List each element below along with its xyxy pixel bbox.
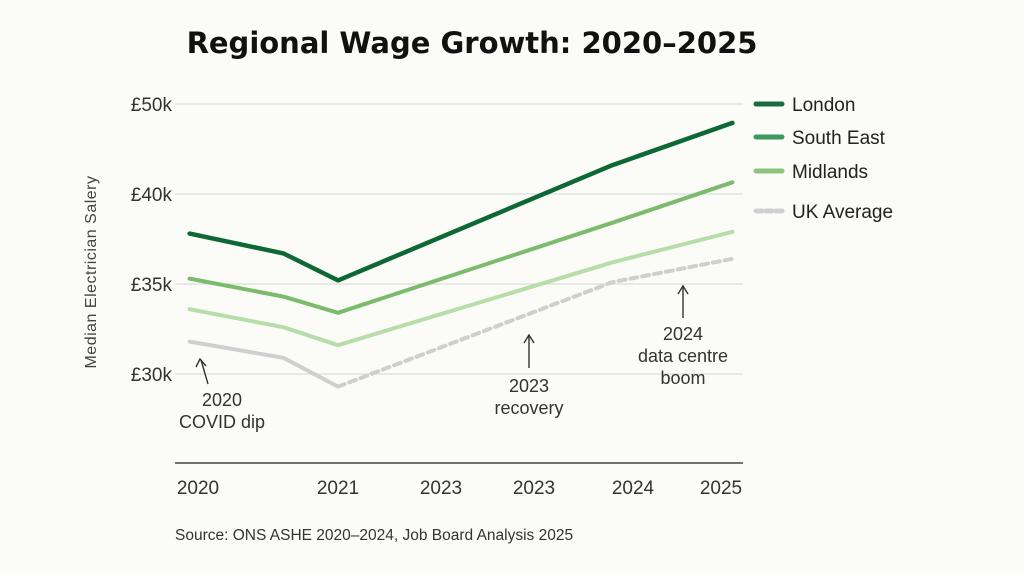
legend-label: London bbox=[792, 95, 855, 116]
series-line bbox=[187, 180, 735, 315]
arrowhead-icon bbox=[195, 357, 207, 368]
x-tick-label: 2023 bbox=[420, 478, 462, 499]
x-tick-label: 2021 bbox=[317, 478, 359, 499]
arrow-icon bbox=[200, 359, 209, 385]
source-note: Source: ONS ASHE 2020–2024, Job Board An… bbox=[175, 527, 573, 544]
series-uk-average bbox=[187, 256, 735, 389]
annotation-covid-dip: 2020 COVID dip bbox=[179, 357, 265, 432]
legend-label: Midlands bbox=[792, 162, 868, 183]
y-axis-label: Median Electrician Salery bbox=[83, 175, 100, 368]
x-tick-label: 2020 bbox=[177, 478, 219, 499]
series-line bbox=[187, 120, 735, 283]
legend-label: South East bbox=[792, 128, 886, 149]
annotation-line: 2023 bbox=[509, 376, 549, 396]
annotation-line: COVID dip bbox=[179, 412, 265, 432]
arrowhead-icon bbox=[677, 284, 689, 295]
annotation-line: 2024 bbox=[663, 324, 703, 344]
annotation-line: data centre bbox=[638, 346, 728, 366]
x-tick-label: 2024 bbox=[612, 478, 655, 499]
annotation-line: 2020 bbox=[202, 390, 242, 410]
legend-label: UK Average bbox=[792, 202, 893, 223]
series-midlands bbox=[187, 229, 735, 348]
legend-item: Midlands bbox=[753, 162, 868, 183]
legend-item: London bbox=[753, 95, 855, 116]
chart-title: Regional Wage Growth: 2020–2025 bbox=[187, 26, 758, 60]
annotation-line: boom bbox=[660, 368, 705, 388]
series-line-solid bbox=[187, 339, 340, 389]
arrowhead-icon bbox=[523, 333, 535, 344]
y-tick-label: £50k bbox=[131, 95, 173, 116]
annotation-line: recovery bbox=[494, 398, 563, 418]
series-london bbox=[187, 120, 735, 283]
legend-item: South East bbox=[753, 128, 886, 149]
annotation-recovery: 2023 recovery bbox=[494, 333, 564, 418]
x-tick-label: 2023 bbox=[513, 478, 555, 499]
y-tick-label: £40k bbox=[131, 185, 173, 206]
y-tick-label: £35k bbox=[131, 275, 173, 296]
x-tick-label: 2025 bbox=[700, 478, 742, 499]
series-south-east bbox=[187, 180, 735, 315]
annotation-data-centre-boom: 2024 data centre boom bbox=[638, 284, 728, 388]
y-tick-label: £30k bbox=[131, 365, 173, 386]
legend-item: UK Average bbox=[753, 202, 893, 223]
